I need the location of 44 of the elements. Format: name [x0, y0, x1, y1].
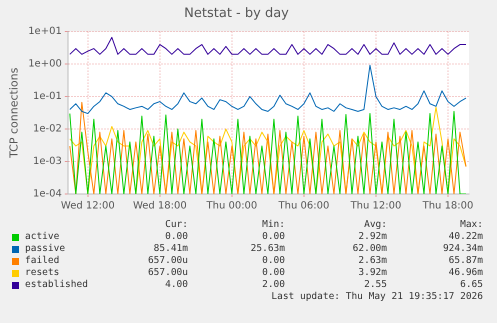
- y-tick-label: 1e-04: [32, 188, 62, 200]
- x-tick-label: Thu 00:00: [206, 200, 258, 212]
- text: 65.87m: [448, 255, 483, 267]
- text: Last update: Thu May 21 19:35:17 2026: [270, 291, 483, 303]
- y-tick-label: 1e-03: [32, 156, 62, 168]
- text: 657.00u: [146, 255, 188, 267]
- text: 6.65: [459, 279, 483, 291]
- x-tick-label: Thu 12:00: [350, 200, 402, 212]
- text: 25.63m: [250, 243, 285, 255]
- text: 0.00: [261, 267, 285, 279]
- legend-label: failed: [25, 255, 60, 267]
- y-tick-label: 1e-02: [32, 124, 62, 135]
- text: 657.00u: [146, 267, 188, 279]
- text: 4.00: [164, 279, 188, 291]
- text: 924.34m: [442, 243, 483, 255]
- text: Max:: [459, 219, 483, 231]
- x-tick-label: Thu 18:00: [422, 200, 474, 212]
- text: 46.96m: [448, 267, 483, 279]
- chart-title: Netstat - by day: [184, 6, 290, 22]
- text: 2.00: [261, 279, 285, 291]
- y-tick-label: 1e-01: [32, 91, 62, 102]
- text: Cur:: [164, 219, 188, 231]
- text: 40.22m: [448, 231, 483, 243]
- text: 2.92m: [357, 231, 387, 243]
- legend-label: resets: [25, 267, 60, 279]
- x-tick-label: Wed 12:00: [60, 200, 115, 212]
- text: Min:: [261, 219, 285, 231]
- x-tick-label: Thu 06:00: [278, 200, 330, 212]
- legend-label: established: [25, 279, 88, 291]
- text: 0.00: [261, 231, 285, 243]
- y-tick-label: 1e+01: [28, 26, 62, 38]
- text: 0.00: [261, 255, 285, 267]
- text: 85.41m: [152, 243, 188, 255]
- legend-label: passive: [25, 243, 66, 255]
- text: Avg:: [363, 219, 387, 231]
- y-axis-title: TCP connections: [7, 67, 20, 159]
- text: 62.00m: [352, 243, 387, 255]
- text: 0.00: [164, 231, 188, 243]
- text: 3.92m: [357, 267, 387, 279]
- text: 2.55: [363, 279, 387, 291]
- legend-label: active: [25, 231, 60, 243]
- y-tick-label: 1e+00: [28, 58, 62, 70]
- text: 2.63m: [357, 255, 387, 267]
- x-tick-label: Wed 18:00: [132, 200, 187, 212]
